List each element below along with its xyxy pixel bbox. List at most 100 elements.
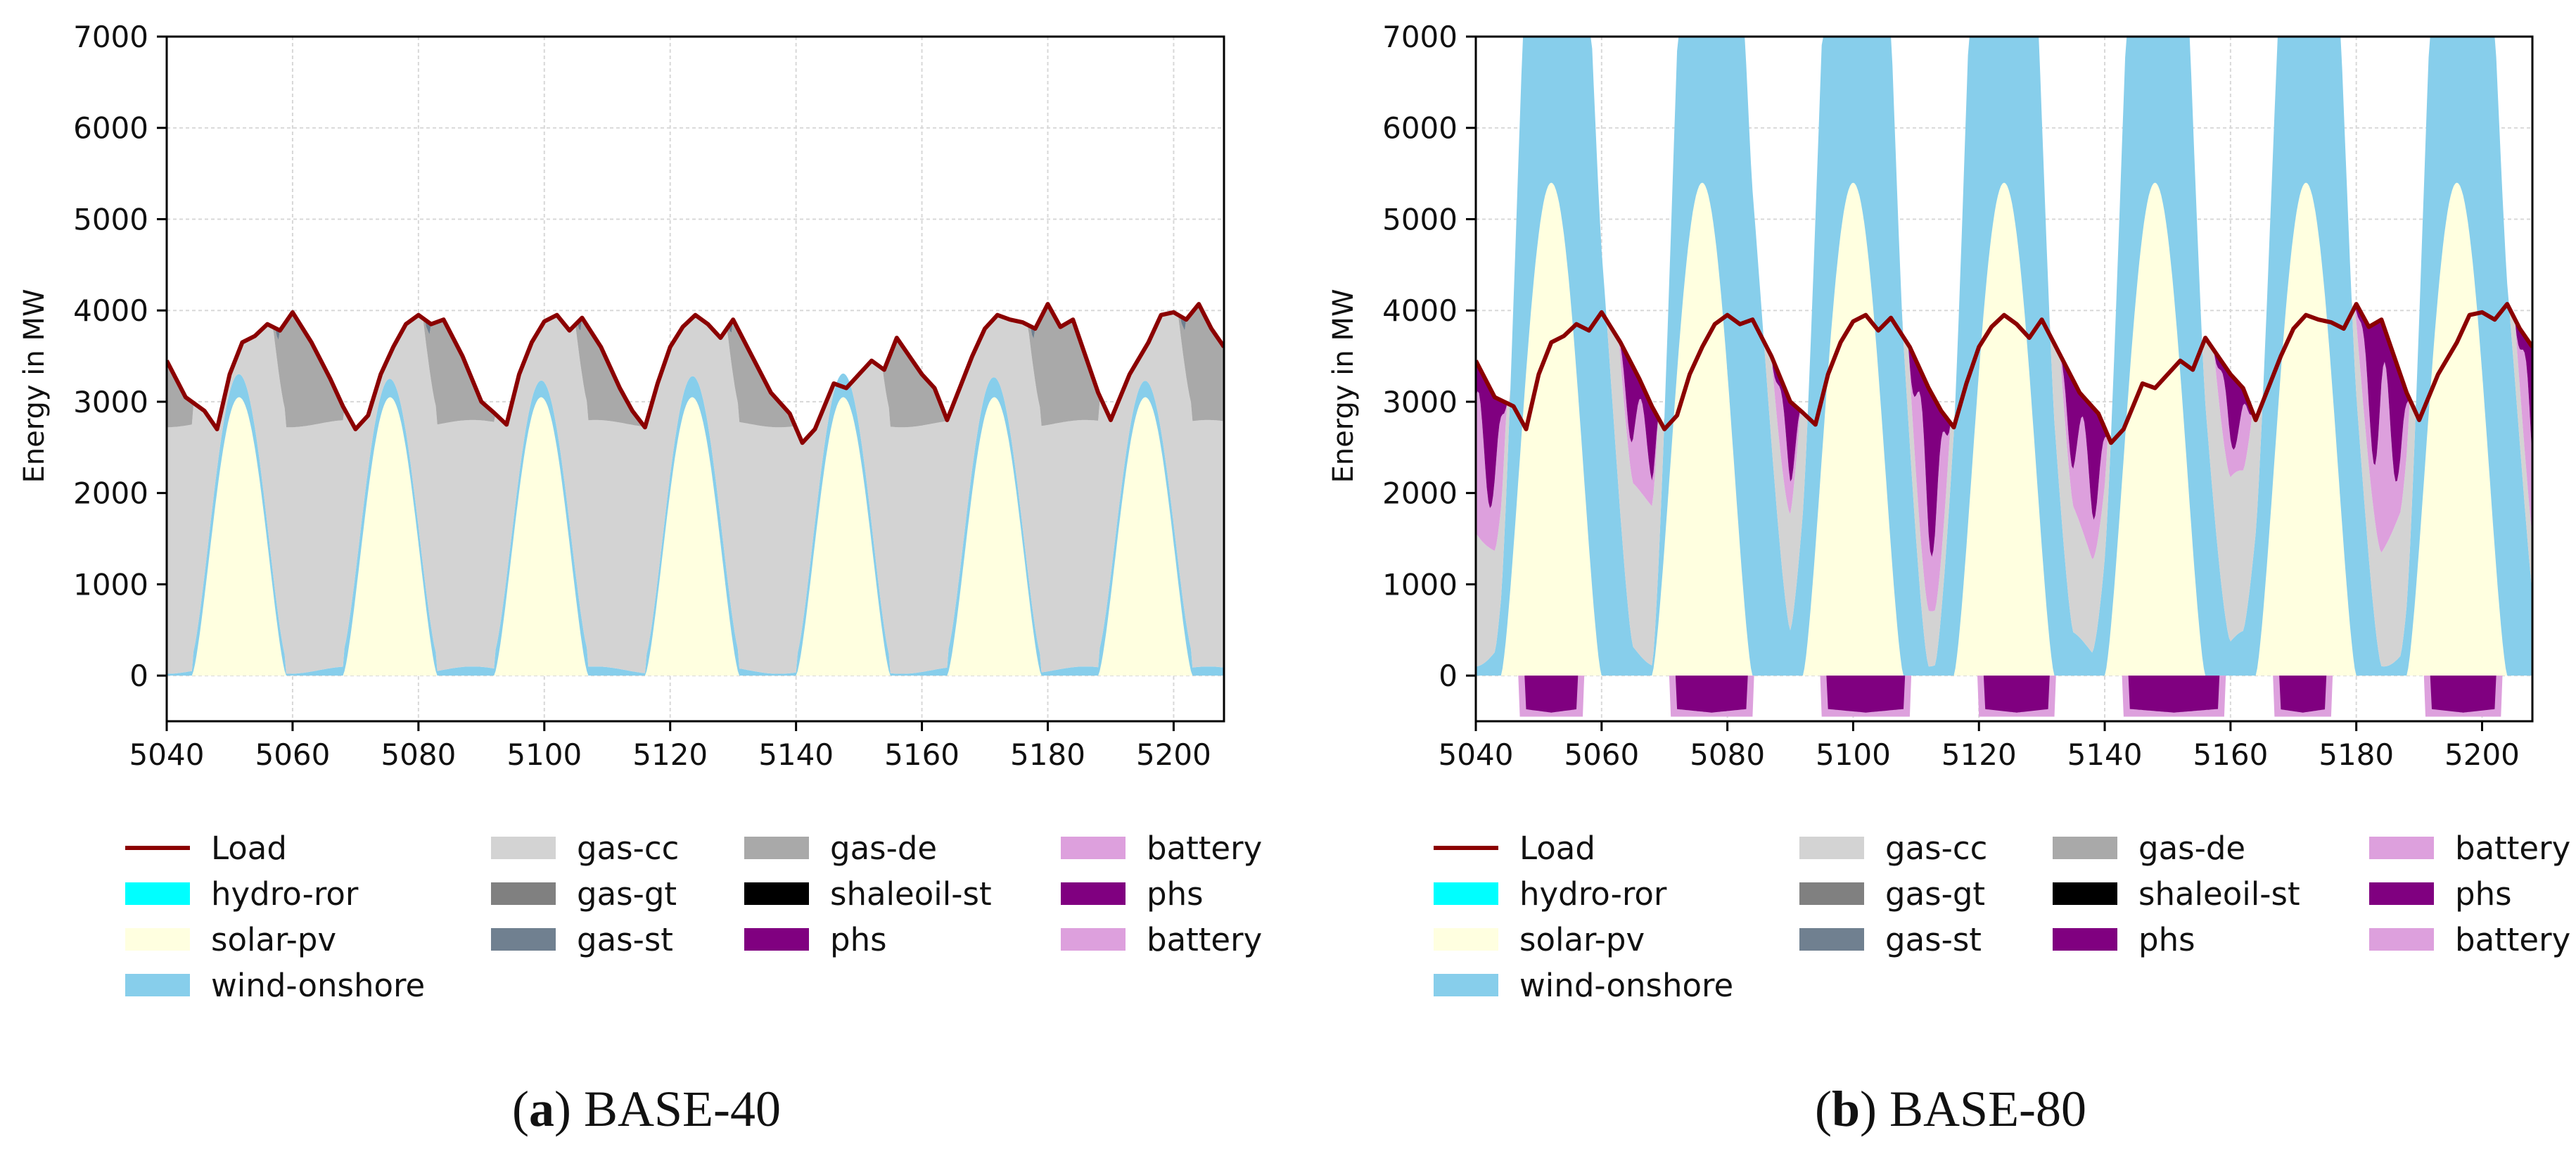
area-battery-charge (1476, 676, 2532, 717)
legend-label: phs (2455, 875, 2512, 913)
legend-swatch (1799, 837, 1864, 859)
series-areas (1476, 37, 2532, 717)
legend-item-hydro-ror: hydro-ror (1434, 873, 1666, 915)
legend-item-gas-gt: gas-gt (491, 873, 677, 915)
y-tick-label: 3000 (1382, 385, 1458, 419)
legend-label: gas-cc (577, 829, 680, 867)
area-wind-onshore (1476, 37, 2532, 676)
y-tick-label: 6000 (73, 111, 148, 146)
y-tick-label: 5000 (1382, 202, 1458, 236)
x-tick-label: 5200 (2444, 737, 2520, 772)
legend-item-battery: battery (2369, 918, 2570, 960)
legend-swatch (744, 837, 809, 859)
caption-label: b (1831, 1081, 1861, 1137)
x-tick-label: 5060 (255, 737, 330, 772)
legend-swatch (2053, 928, 2117, 951)
y-tick-label: 3000 (73, 385, 148, 419)
caption-base-40: (a) BASE-40 (512, 1081, 781, 1137)
legend-swatch (1434, 928, 1498, 951)
y-tick-label: 7000 (73, 20, 148, 54)
legend-item-battery: battery (1061, 918, 1262, 960)
legend-item-shaleoil-st: shaleoil-st (744, 873, 992, 915)
x-tick-label: 5120 (1941, 737, 2017, 772)
legend-item-wind-onshore: wind-onshore (1434, 964, 1733, 1006)
x-tick-label: 5040 (129, 737, 205, 772)
series-areas (167, 302, 1224, 676)
x-tick-label: 5140 (2067, 737, 2143, 772)
area-phs-charge (1476, 676, 2532, 713)
legend-swatch (1061, 837, 1126, 859)
caption-label: a (528, 1081, 554, 1137)
legend-label: Load (1519, 829, 1595, 867)
y-axis-label: Energy in MW (1327, 289, 1360, 483)
legend-label: gas-gt (1885, 875, 1986, 913)
legend-label: gas-cc (1885, 829, 1988, 867)
x-tick-label: 5160 (2193, 737, 2268, 772)
legend-item-phs: phs (2053, 918, 2195, 960)
legend-swatch (491, 928, 556, 951)
legend-swatch (2053, 837, 2117, 859)
legend-label: wind-onshore (1519, 966, 1734, 1004)
legend-swatch (125, 974, 190, 996)
legend-label: phs (1147, 875, 1204, 913)
legend-item-gas-st: gas-st (1799, 918, 1982, 960)
area-gas-de (167, 304, 1224, 443)
area-solar-pv (1476, 182, 2532, 676)
x-tick-label: 5200 (1136, 737, 1211, 772)
x-tick-label: 5140 (758, 737, 834, 772)
legend-swatch (1799, 882, 1864, 905)
legend-swatch (491, 882, 556, 905)
line-load (167, 302, 1224, 445)
x-tick-label: 5080 (381, 737, 456, 772)
x-tick-label: 5100 (506, 737, 582, 772)
legend-item-wind-onshore: wind-onshore (125, 964, 425, 1006)
line-load (1476, 302, 2532, 445)
legend-label: shaleoil-st (2138, 875, 2300, 913)
y-tick-label: 4000 (73, 293, 148, 328)
legend-label: battery (2455, 920, 2571, 958)
x-tick-label: 5080 (1690, 737, 1765, 772)
legend-item-gas-cc: gas-cc (491, 827, 679, 869)
legend-swatch (491, 837, 556, 859)
legend-label: Load (211, 829, 287, 867)
legend-swatch (1434, 974, 1498, 996)
legend-item-gas-gt: gas-gt (1799, 873, 1985, 915)
legend-label: hydro-ror (1519, 875, 1667, 913)
x-tick-label: 5060 (1564, 737, 1639, 772)
legend-swatch (1061, 882, 1126, 905)
legend-item-gas-de: gas-de (2053, 827, 2245, 869)
legend-item-Load: Load (125, 827, 287, 869)
legend-item-Load: Load (1434, 827, 1595, 869)
legend-swatch (1061, 928, 1126, 951)
y-tick-label: 5000 (73, 202, 148, 236)
caption-text: BASE-80 (1889, 1081, 2087, 1137)
area-phs-charge (1476, 676, 2532, 713)
y-tick-label: 0 (129, 659, 148, 693)
legend-item-phs: phs (744, 918, 887, 960)
legend-item-shaleoil-st: shaleoil-st (2053, 873, 2300, 915)
y-axis-label: Energy in MW (18, 289, 51, 483)
area-gas-cc (167, 312, 1224, 674)
area-phs-charge (1476, 676, 2532, 713)
panel-base-80: 5040 5060 5080 5100 5120 5140 5160 5180 5200 0 100… (1327, 20, 2534, 772)
legend-label: phs (2138, 920, 2195, 958)
legend-swatch (125, 882, 190, 905)
legend-label: battery (1147, 829, 1263, 867)
x-tick-label: 5180 (1010, 737, 1085, 772)
legend-item-hydro-ror: hydro-ror (125, 873, 358, 915)
y-tick-label: 4000 (1382, 293, 1458, 328)
x-tick-label: 5100 (1816, 737, 1891, 772)
plot-frame (165, 35, 1225, 723)
legend-item-battery: battery (2369, 827, 2570, 869)
legend-item-phs: phs (2369, 873, 2512, 915)
x-tick-label: 5120 (632, 737, 708, 772)
legend-swatch (1799, 928, 1864, 951)
caption-text: BASE-40 (583, 1081, 781, 1137)
legend-item-gas-cc: gas-cc (1799, 827, 1987, 869)
legend-label: battery (2455, 829, 2571, 867)
legend-item-battery: battery (1061, 827, 1262, 869)
legend-swatch (2369, 837, 2434, 859)
legend-label: battery (1147, 920, 1263, 958)
legend-swatch (2369, 928, 2434, 951)
legend-item-gas-st: gas-st (491, 918, 673, 960)
